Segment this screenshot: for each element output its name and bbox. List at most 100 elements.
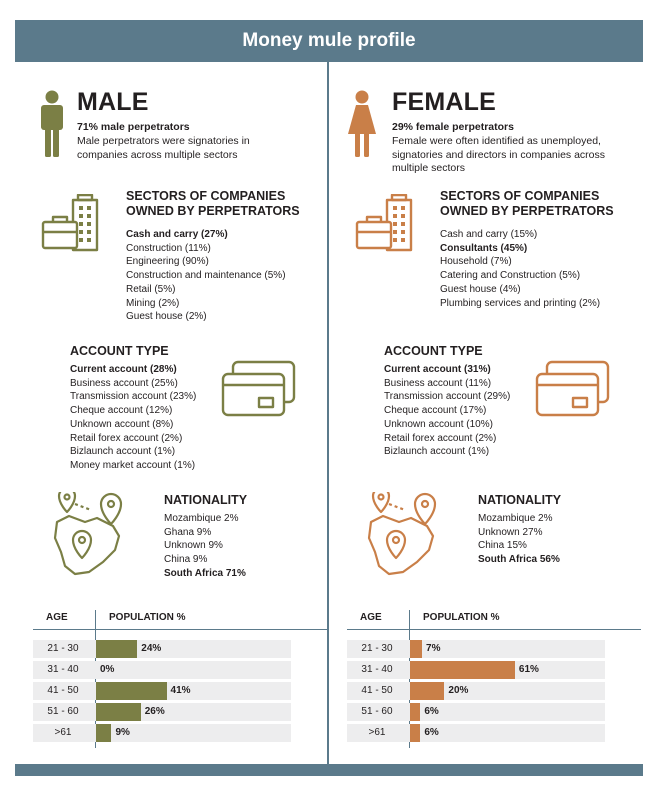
age-tick-label: 51 - 60: [361, 706, 393, 717]
list-item: Ghana 9%: [164, 526, 212, 538]
female-description-line: multiple sectors: [392, 162, 465, 175]
female-sectors-list: Cash and carry (15%) Consultants (45%) H…: [440, 228, 600, 310]
male-stat: 71% male perpetrators: [77, 121, 190, 133]
age-bar: [410, 640, 423, 658]
list-item: Business account (11%): [384, 377, 492, 389]
female-description-line: Female were often identified as unemploy…: [392, 135, 601, 147]
axis-line: [409, 610, 410, 748]
age-tick-label: 31 - 40: [361, 664, 393, 675]
age-bar: [96, 682, 167, 700]
column-divider: [327, 62, 329, 764]
list-item: Retail forex account (2%): [70, 432, 183, 444]
female-stat: 29% female perpetrators: [392, 121, 514, 133]
female-description-line: signatories and directors in companies a…: [392, 148, 606, 161]
list-item: South Africa 56%: [478, 554, 560, 566]
bar-chart-area: 21 - 30 24% 31 - 40 0% 41 - 50 41% 51 - 60 26% >…: [15, 640, 327, 748]
list-item: Business account (25%): [70, 377, 178, 389]
female-account-heading: ACCOUNT TYPE: [384, 344, 483, 358]
page-title: Money mule profile: [15, 20, 643, 62]
list-item: Unknown account (8%): [70, 418, 174, 430]
list-item: Guest house (2%): [126, 311, 207, 323]
bar-value-label: 0%: [100, 664, 115, 675]
female-title: FEMALE: [392, 88, 496, 116]
male-nationality-list: Mozambique 2% Ghana 9% Unknown 9% China …: [164, 512, 246, 581]
age-tick-label: >61: [54, 727, 72, 738]
cards-icon: [221, 360, 296, 417]
age-axis-label: AGE: [46, 612, 68, 623]
cards-icon: [535, 360, 610, 417]
list-item: Bizlaunch account (1%): [70, 446, 176, 458]
age-bar: [410, 661, 515, 679]
list-item: Guest house (4%): [440, 283, 521, 295]
list-item: China 9%: [164, 554, 208, 566]
age-bar: [410, 682, 445, 700]
male-description-line: companies across multiple sectors: [77, 148, 238, 161]
age-tick-label: 41 - 50: [47, 685, 79, 696]
map-pins-icon: [53, 492, 123, 576]
age-bar: [96, 703, 141, 721]
header-rule: [347, 629, 641, 630]
buildings-briefcase-icon: [41, 194, 99, 252]
female-account-list: Current account (31%) Business account (…: [384, 363, 510, 459]
bar-value-label: 26%: [144, 706, 165, 717]
map-pins-icon: [367, 492, 437, 576]
list-item: Retail forex account (2%): [384, 432, 497, 444]
age-tick-label: 51 - 60: [47, 706, 79, 717]
bar-value-label: 41%: [170, 685, 191, 696]
female-column: FEMALE 29% female perpetrators Female we…: [329, 62, 641, 764]
bar-value-label: 20%: [448, 685, 469, 696]
age-tick-label: 41 - 50: [361, 685, 393, 696]
list-item: Money market account (1%): [70, 459, 196, 471]
bar-value-label: 6%: [424, 727, 439, 738]
list-item: Cash and carry (27%): [126, 229, 228, 240]
header-rule: [33, 629, 327, 630]
bar-value-label: 24%: [141, 643, 162, 654]
age-row: [33, 661, 291, 679]
list-item: Bizlaunch account (1%): [384, 446, 490, 458]
female-sectors-heading: SECTORS OF COMPANIES OWNED BY PERPETRATO…: [440, 189, 614, 219]
male-age-chart: AGE POPULATION % 21 - 30 24% 31 - 40 0% 41 -…: [15, 610, 327, 750]
male-title: MALE: [77, 88, 149, 116]
male-description-line: Male perpetrators were signatories in: [77, 135, 250, 147]
bar-value-label: 7%: [426, 643, 441, 654]
bar-value-label: 9%: [115, 727, 130, 738]
axis-line: [95, 610, 96, 748]
list-item: Construction (11%): [126, 242, 211, 254]
male-sectors-heading: SECTORS OF COMPANIES OWNED BY PERPETRATO…: [126, 189, 300, 219]
female-age-chart: AGE POPULATION % 21 - 30 7% 31 - 40 61% 41 -…: [329, 610, 641, 750]
age-tick-label: >61: [368, 727, 386, 738]
list-item: Transmission account (23%): [70, 391, 197, 403]
population-axis-label: POPULATION %: [423, 612, 500, 623]
list-item: Catering and Construction (5%): [440, 270, 581, 282]
age-tick-label: 31 - 40: [47, 664, 79, 675]
age-bar: [410, 703, 421, 721]
list-item: Cash and carry (15%): [440, 229, 538, 240]
list-item: Construction and maintenance (5%): [126, 270, 286, 282]
male-account-list: Current account (28%) Business account (…: [70, 363, 196, 473]
heading-line: SECTORS OF COMPANIES: [440, 189, 600, 203]
male-nationality-heading: NATIONALITY: [164, 493, 248, 507]
population-axis-label: POPULATION %: [109, 612, 186, 623]
list-item: Mining (2%): [126, 297, 180, 309]
male-description: Male perpetrators were signatories in co…: [77, 135, 250, 162]
list-item: Transmission account (29%): [384, 391, 511, 403]
list-item: Current account (31%): [384, 364, 491, 375]
male-person-icon: [41, 90, 63, 157]
list-item: Plumbing services and printing (2%): [440, 297, 601, 309]
age-tick-label: 21 - 30: [47, 643, 79, 654]
list-item: Engineering (90%): [126, 256, 209, 268]
list-item: Unknown 9%: [164, 540, 223, 552]
list-item: Mozambique 2%: [164, 513, 239, 524]
buildings-briefcase-icon: [355, 194, 413, 252]
female-description: Female were often identified as unemploy…: [392, 135, 605, 176]
heading-line: SECTORS OF COMPANIES: [126, 189, 286, 203]
age-bar: [410, 724, 421, 742]
list-item: Cheque account (17%): [384, 405, 487, 417]
female-person-icon: [348, 90, 376, 157]
female-nationality-heading: NATIONALITY: [478, 493, 562, 507]
list-item: Household (7%): [440, 256, 512, 268]
age-bar: [96, 640, 138, 658]
age-axis-label: AGE: [360, 612, 382, 623]
list-item: Current account (28%): [70, 364, 177, 375]
bar-value-label: 61%: [518, 664, 539, 675]
